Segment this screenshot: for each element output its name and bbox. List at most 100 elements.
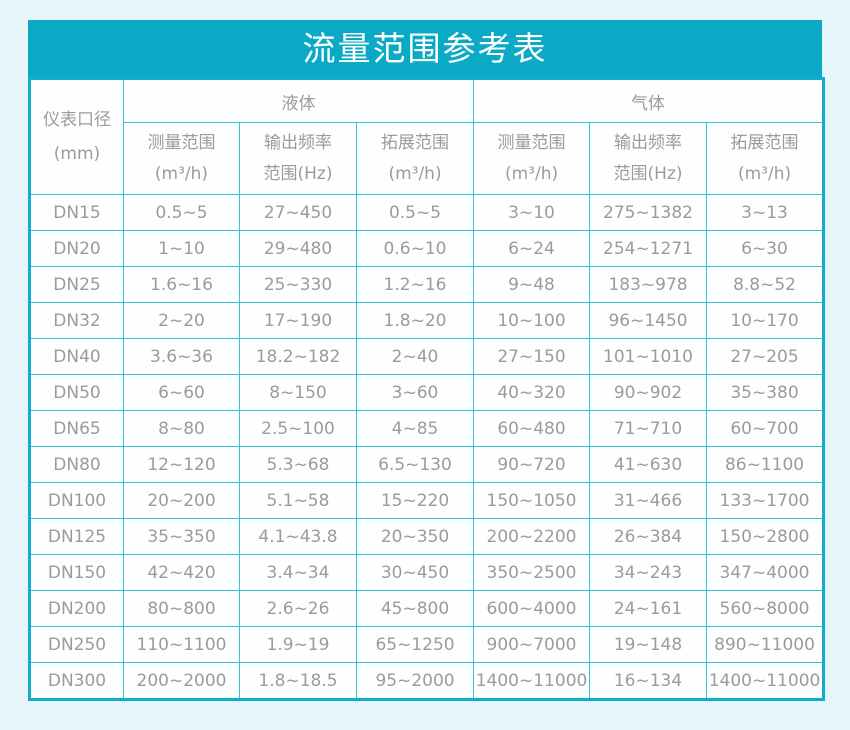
gas-measure-range: 6~24	[473, 230, 591, 267]
gas-measure-range: 27~150	[473, 338, 591, 375]
gas-frequency-range: 41~630	[589, 446, 708, 483]
liquid-extended-range: 6.5~130	[355, 446, 475, 483]
liquid-frequency-range: 3.4~34	[239, 554, 357, 591]
diameter-value: DN300	[29, 662, 124, 700]
liquid-frequency-range: 1.8~18.5	[239, 662, 357, 700]
liquid-frequency-range: 29~480	[239, 230, 357, 267]
gas-measure-range: 3~10	[473, 194, 591, 231]
gas-frequency-range: 71~710	[589, 410, 708, 447]
diameter-value: DN15	[29, 194, 124, 231]
header-liquid-measure-range: 测量范围 (m³/h)	[123, 122, 240, 195]
liquid-frequency-range: 1.9~19	[239, 626, 357, 663]
gas-measure-range: 40~320	[473, 374, 591, 411]
diameter-value: DN50	[29, 374, 124, 411]
gas-extended-range: 347~4000	[706, 554, 825, 591]
group-header-liquid: 液体	[122, 78, 475, 123]
liquid-extended-range: 1.8~20	[355, 302, 475, 339]
liquid-extended-range: 0.6~10	[355, 230, 475, 267]
liquid-frequency-range: 5.1~58	[239, 482, 357, 519]
header-line1: 输出频率	[614, 132, 683, 153]
table-row: DN65 8~80 2.5~100 4~85 60~480 71~710 60~…	[29, 410, 825, 447]
corner-header-line1: 仪表口径	[43, 110, 111, 130]
diameter-value: DN25	[29, 266, 124, 303]
sub-header-row: 测量范围 (m³/h) 输出频率 范围(Hz) 拓展范围 (m³/h) 测量范围…	[30, 122, 825, 195]
liquid-frequency-range: 17~190	[239, 302, 357, 339]
liquid-measure-range: 110~1100	[123, 626, 240, 663]
gas-measure-range: 1400~11000	[473, 662, 591, 700]
table-row: DN125 35~350 4.1~43.8 20~350 200~2200 26…	[29, 518, 825, 555]
corner-header-line2: (mm)	[53, 144, 101, 164]
gas-extended-range: 560~8000	[706, 590, 825, 627]
gas-frequency-range: 26~384	[589, 518, 708, 555]
liquid-measure-range: 1~10	[123, 230, 240, 267]
gas-measure-range: 60~480	[473, 410, 591, 447]
gas-frequency-range: 31~466	[589, 482, 708, 519]
diameter-value: DN125	[29, 518, 124, 555]
liquid-frequency-range: 27~450	[239, 194, 357, 231]
header-line2: 范围(Hz)	[613, 163, 683, 184]
table-row: DN250 110~1100 1.9~19 65~1250 900~7000 1…	[29, 626, 825, 663]
gas-extended-range: 35~380	[706, 374, 825, 411]
table-row: DN20 1~10 29~480 0.6~10 6~24 254~1271 6~…	[29, 230, 825, 267]
liquid-measure-range: 8~80	[123, 410, 240, 447]
header-line2: (m³/h)	[388, 163, 442, 184]
liquid-extended-range: 15~220	[355, 482, 475, 519]
gas-measure-range: 900~7000	[473, 626, 591, 663]
table-row: DN100 20~200 5.1~58 15~220 150~1050 31~4…	[29, 482, 825, 519]
header-line1: 输出频率	[264, 132, 332, 153]
liquid-frequency-range: 2.6~26	[239, 590, 357, 627]
liquid-measure-range: 1.6~16	[123, 266, 240, 303]
gas-frequency-range: 183~978	[589, 266, 708, 303]
liquid-frequency-range: 8~150	[239, 374, 357, 411]
liquid-frequency-range: 18.2~182	[239, 338, 357, 375]
diameter-value: DN40	[29, 338, 124, 375]
gas-extended-range: 6~30	[706, 230, 825, 267]
diameter-value: DN65	[29, 410, 124, 447]
liquid-measure-range: 35~350	[123, 518, 240, 555]
liquid-measure-range: 12~120	[123, 446, 240, 483]
header-line1: 测量范围	[497, 132, 566, 153]
liquid-extended-range: 20~350	[355, 518, 475, 555]
page-title: 流量范围参考表	[28, 20, 822, 77]
liquid-extended-range: 30~450	[355, 554, 475, 591]
diameter-value: DN200	[29, 590, 124, 627]
gas-measure-range: 200~2200	[473, 518, 591, 555]
gas-extended-range: 1400~11000	[706, 662, 825, 700]
table-row: DN300 200~2000 1.8~18.5 95~2000 1400~110…	[29, 662, 825, 700]
gas-frequency-range: 90~902	[589, 374, 708, 411]
liquid-frequency-range: 4.1~43.8	[239, 518, 357, 555]
liquid-measure-range: 0.5~5	[123, 194, 240, 231]
table-row: DN50 6~60 8~150 3~60 40~320 90~902 35~38…	[29, 374, 825, 411]
table-row: DN80 12~120 5.3~68 6.5~130 90~720 41~630…	[29, 446, 825, 483]
gas-frequency-range: 24~161	[589, 590, 708, 627]
liquid-extended-range: 2~40	[355, 338, 475, 375]
header-gas-frequency-range: 输出频率 范围(Hz)	[589, 122, 708, 195]
liquid-extended-range: 0.5~5	[355, 194, 475, 231]
gas-frequency-range: 275~1382	[589, 194, 708, 231]
liquid-measure-range: 200~2000	[123, 662, 240, 700]
liquid-measure-range: 3.6~36	[123, 338, 240, 375]
table-row: DN15 0.5~5 27~450 0.5~5 3~10 275~1382 3~…	[29, 194, 825, 231]
liquid-extended-range: 4~85	[355, 410, 475, 447]
liquid-measure-range: 2~20	[123, 302, 240, 339]
header-line1: 拓展范围	[730, 132, 799, 153]
gas-extended-range: 890~11000	[706, 626, 825, 663]
gas-extended-range: 60~700	[706, 410, 825, 447]
liquid-extended-range: 45~800	[355, 590, 475, 627]
gas-extended-range: 27~205	[706, 338, 825, 375]
gas-measure-range: 150~1050	[473, 482, 591, 519]
gas-frequency-range: 19~148	[589, 626, 708, 663]
liquid-extended-range: 1.2~16	[355, 266, 475, 303]
flow-range-table: 仪表口径 (mm) 液体 气体 测量范围 (m³/h) 输出频率 范围(Hz) …	[28, 77, 826, 701]
table-row: DN150 42~420 3.4~34 30~450 350~2500 34~2…	[29, 554, 825, 591]
liquid-measure-range: 42~420	[123, 554, 240, 591]
gas-frequency-range: 96~1450	[589, 302, 708, 339]
diameter-value: DN32	[29, 302, 124, 339]
diameter-value: DN80	[29, 446, 124, 483]
group-header-gas: 气体	[473, 78, 825, 123]
gas-frequency-range: 254~1271	[589, 230, 708, 267]
gas-measure-range: 9~48	[473, 266, 591, 303]
gas-frequency-range: 101~1010	[589, 338, 708, 375]
diameter-value: DN100	[29, 482, 124, 519]
